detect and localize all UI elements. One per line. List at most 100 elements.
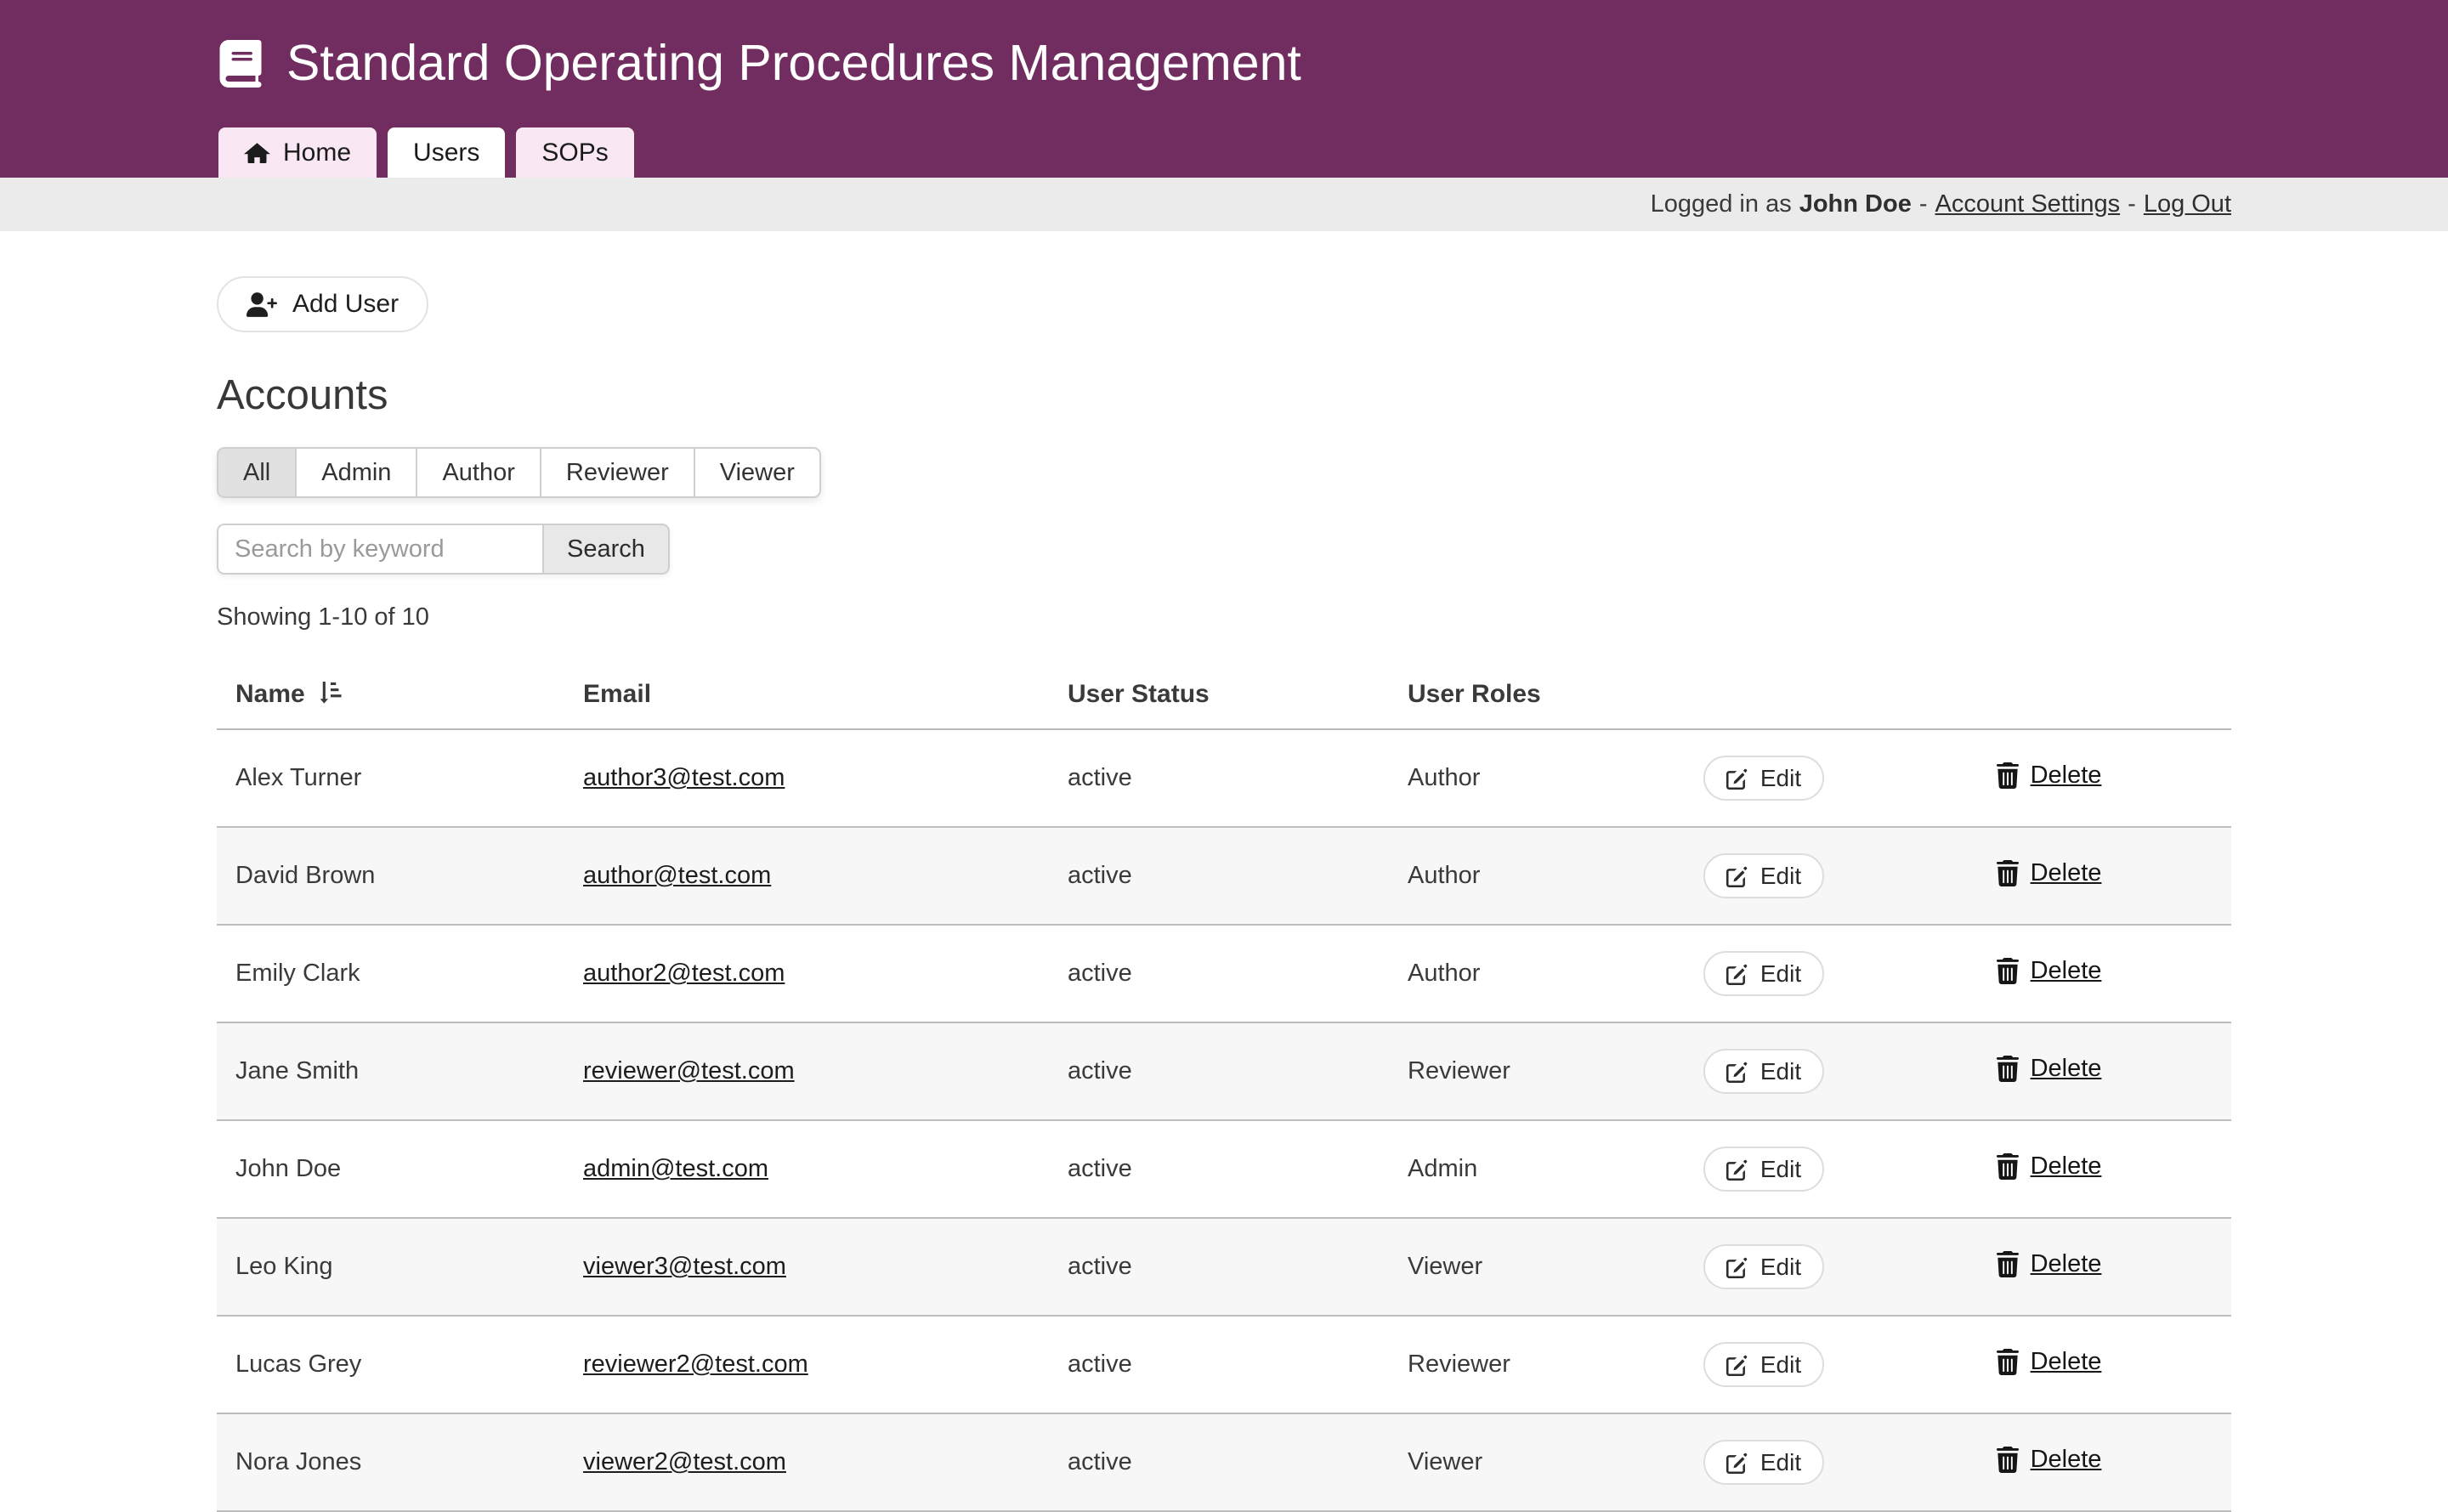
filter-reviewer[interactable]: Reviewer <box>541 447 695 498</box>
table-row: Lucas Grey reviewer2@test.com active Rev… <box>217 1316 2231 1414</box>
search-button[interactable]: Search <box>542 524 670 575</box>
edit-button[interactable]: Edit <box>1703 1147 1825 1192</box>
edit-button[interactable]: Edit <box>1703 853 1825 898</box>
user-name: John Doe <box>217 1120 582 1219</box>
delete-link[interactable]: Delete <box>1996 1055 2101 1083</box>
app-title-text: Standard Operating Procedures Management <box>286 35 1301 91</box>
delete-link[interactable]: Delete <box>1996 957 2101 985</box>
user-status: active <box>1067 1120 1407 1219</box>
pen-square-icon <box>1726 1159 1748 1181</box>
book-icon <box>219 39 262 88</box>
filter-viewer[interactable]: Viewer <box>694 447 821 498</box>
session-prefix: Logged in as <box>1650 190 1792 218</box>
user-email-link[interactable]: reviewer@test.com <box>583 1057 795 1084</box>
user-email-link[interactable]: viewer2@test.com <box>583 1448 786 1475</box>
table-row: Alex Turner author3@test.com active Auth… <box>217 729 2231 828</box>
user-role: Viewer <box>1407 1218 1662 1317</box>
log-out-link[interactable]: Log Out <box>2143 190 2231 218</box>
account-settings-link[interactable]: Account Settings <box>1935 190 2121 218</box>
tab-sops[interactable]: SOPs <box>516 127 634 178</box>
session-separator: - <box>2128 190 2136 218</box>
edit-button[interactable]: Edit <box>1703 1244 1825 1289</box>
tab-home[interactable]: Home <box>218 127 377 178</box>
trash-icon <box>1996 1055 2019 1082</box>
trash-icon <box>1996 1152 2019 1180</box>
delete-link[interactable]: Delete <box>1996 1152 2101 1181</box>
pen-square-icon <box>1726 1453 1748 1474</box>
user-email-link[interactable]: author@test.com <box>583 862 772 889</box>
session-bar: Logged in as John Doe - Account Settings… <box>0 178 2448 231</box>
edit-button[interactable]: Edit <box>1703 756 1825 801</box>
pen-square-icon <box>1726 1062 1748 1083</box>
user-email-link[interactable]: author3@test.com <box>583 764 785 791</box>
pen-square-icon <box>1726 1355 1748 1376</box>
column-header-name[interactable]: Name <box>217 660 582 730</box>
user-status: active <box>1067 925 1407 1023</box>
user-name: Alex Turner <box>217 729 582 828</box>
trash-icon <box>1996 957 2019 984</box>
user-status: active <box>1067 1316 1407 1414</box>
table-row: David Brown author@test.com active Autho… <box>217 827 2231 926</box>
pen-square-icon <box>1726 768 1748 790</box>
table-row: Nora Jones viewer2@test.com active Viewe… <box>217 1413 2231 1512</box>
delete-link[interactable]: Delete <box>1996 1348 2101 1376</box>
filter-author[interactable]: Author <box>417 447 541 498</box>
search-group: Search <box>217 524 670 575</box>
tab-users[interactable]: Users <box>388 127 506 178</box>
column-header-roles[interactable]: User Roles <box>1407 660 1662 730</box>
user-role: Viewer <box>1407 1413 1662 1512</box>
main-nav: Home Users SOPs <box>218 127 634 178</box>
trash-icon <box>1996 1250 2019 1277</box>
user-status: active <box>1067 729 1407 828</box>
user-status: active <box>1067 1218 1407 1317</box>
session-user-name: John Doe <box>1799 190 1912 218</box>
table-body: Alex Turner author3@test.com active Auth… <box>217 729 2231 1512</box>
user-plus-icon <box>246 292 277 317</box>
search-input[interactable] <box>217 524 542 575</box>
accounts-table: Name Email User Status User Roles Alex T… <box>217 660 2231 1512</box>
accounts-heading: Accounts <box>217 372 388 418</box>
user-role: Author <box>1407 729 1662 828</box>
user-role: Author <box>1407 827 1662 926</box>
user-role: Admin <box>1407 1120 1662 1219</box>
user-role: Reviewer <box>1407 1022 1662 1121</box>
filter-all[interactable]: All <box>217 447 298 498</box>
edit-button[interactable]: Edit <box>1703 951 1825 996</box>
main-content: Add User Accounts All Admin Author Revie… <box>217 231 2231 1512</box>
user-email-link[interactable]: author2@test.com <box>583 960 785 987</box>
pen-square-icon <box>1726 964 1748 985</box>
column-header-email[interactable]: Email <box>582 660 1067 730</box>
user-email-link[interactable]: admin@test.com <box>583 1155 769 1182</box>
pen-square-icon <box>1726 866 1748 887</box>
delete-link[interactable]: Delete <box>1996 1250 2101 1278</box>
results-count: Showing 1-10 of 10 <box>217 603 429 631</box>
page-title: Standard Operating Procedures Management <box>217 0 2231 90</box>
user-name: Nora Jones <box>217 1413 582 1512</box>
user-email-link[interactable]: reviewer2@test.com <box>583 1351 808 1378</box>
delete-link[interactable]: Delete <box>1996 859 2101 887</box>
trash-icon <box>1996 1446 2019 1473</box>
arrow-down-short-wide-icon <box>305 680 343 708</box>
trash-icon <box>1996 859 2019 886</box>
trash-icon <box>1996 1348 2019 1375</box>
column-header-status[interactable]: User Status <box>1067 660 1407 730</box>
role-filter-group: All Admin Author Reviewer Viewer <box>217 447 821 498</box>
user-name: Leo King <box>217 1218 582 1317</box>
filter-admin[interactable]: Admin <box>297 447 418 498</box>
add-user-button[interactable]: Add User <box>217 276 429 332</box>
column-header-delete <box>1866 660 2231 730</box>
pen-square-icon <box>1726 1257 1748 1278</box>
user-name: Jane Smith <box>217 1022 582 1121</box>
edit-button[interactable]: Edit <box>1703 1049 1825 1094</box>
delete-link[interactable]: Delete <box>1996 1446 2101 1474</box>
edit-button[interactable]: Edit <box>1703 1440 1825 1485</box>
edit-button[interactable]: Edit <box>1703 1342 1825 1387</box>
table-row: Emily Clark author2@test.com active Auth… <box>217 925 2231 1023</box>
table-header-row: Name Email User Status User Roles <box>217 660 2231 730</box>
user-name: Emily Clark <box>217 925 582 1023</box>
user-email-link[interactable]: viewer3@test.com <box>583 1253 786 1280</box>
column-header-edit <box>1662 660 1866 730</box>
user-status: active <box>1067 1022 1407 1121</box>
table-row: Leo King viewer3@test.com active Viewer … <box>217 1218 2231 1317</box>
delete-link[interactable]: Delete <box>1996 762 2101 790</box>
